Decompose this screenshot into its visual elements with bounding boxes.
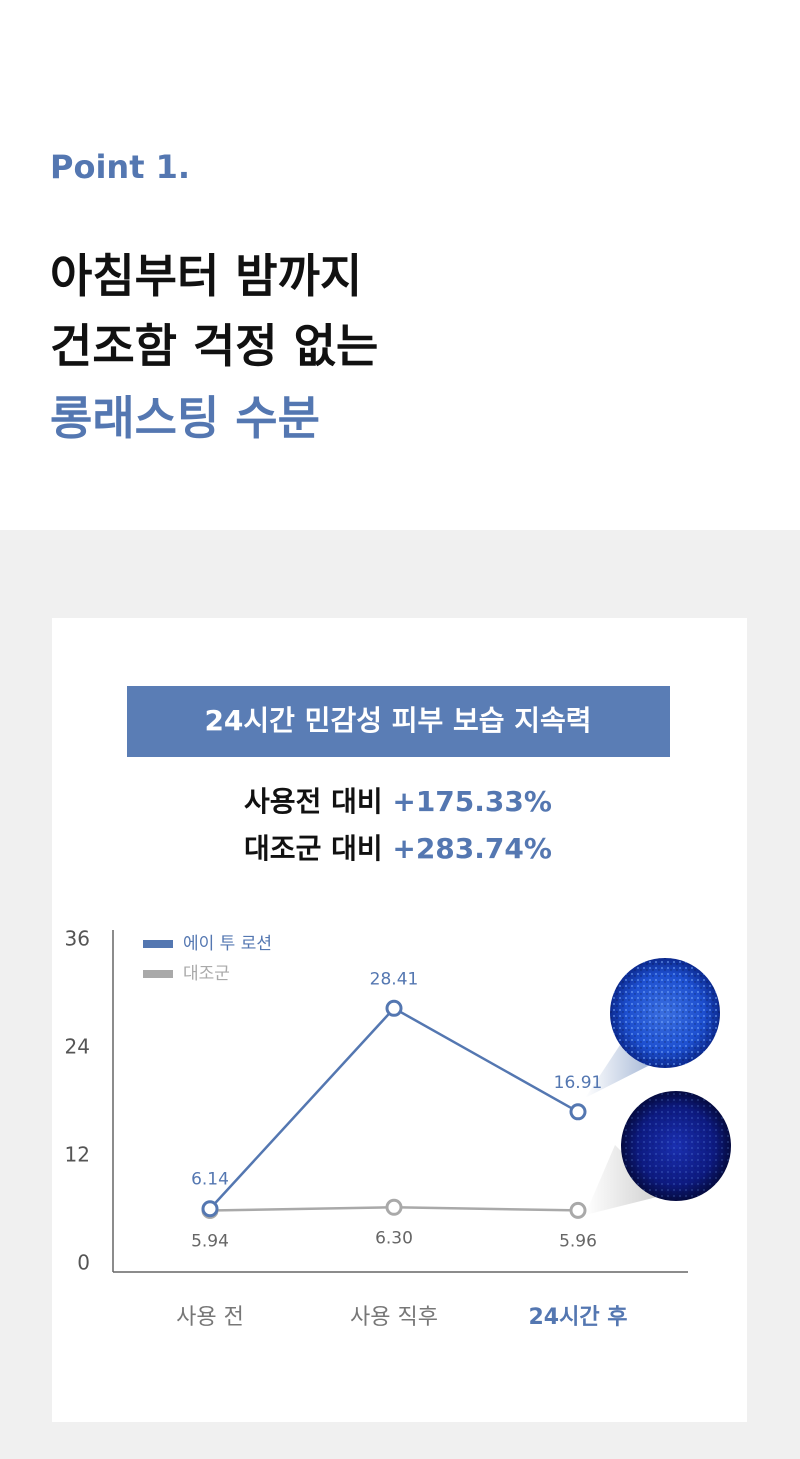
y-tick-label: 24: [65, 1035, 90, 1059]
point-label: Point 1.: [50, 148, 191, 186]
legend-swatch: [143, 970, 173, 978]
annotation: 대조군 대비 +283.74%: [244, 832, 552, 865]
value-label: 6.30: [375, 1228, 413, 1248]
value-label: 28.41: [370, 969, 419, 989]
headline: 아침부터 밤까지: [50, 249, 363, 303]
value-label: 16.91: [554, 1073, 603, 1093]
point: [569, 1201, 587, 1219]
annotation-value: +283.74%: [392, 832, 552, 865]
value-label: 5.96: [559, 1231, 597, 1251]
annotation-label: 대조군 대비: [244, 832, 383, 865]
title-box: [127, 686, 670, 757]
header: Point 1. 아침부터 밤까지 건조함 걱정 없는 롱래스팅 수분: [0, 0, 800, 530]
x-tick-label: 사용 전: [176, 1305, 244, 1330]
point: [385, 1198, 403, 1216]
legend-label: 대조군: [183, 964, 230, 984]
legend-label: 에이 투 로션: [183, 934, 272, 954]
value-label: 6.14: [191, 1170, 229, 1190]
point: [569, 1103, 587, 1121]
point: [385, 999, 403, 1017]
y-tick-label: 0: [77, 1251, 90, 1275]
x-tick-label: 24시간 후: [529, 1305, 628, 1330]
chart-title: 24시간 민감성 피부 보습 지속력: [204, 704, 591, 737]
annotation: 사용전 대비 +175.33%: [244, 785, 552, 818]
headline-highlight: 롱래스팅 수분: [50, 391, 320, 445]
headline: 건조함 걱정 없는: [50, 319, 379, 373]
legend-swatch: [143, 940, 173, 948]
skin-texture: [610, 958, 720, 1068]
zoom-cone: [585, 1145, 665, 1215]
annotation-label: 사용전 대비: [244, 785, 383, 818]
annotation-value: +175.33%: [392, 785, 552, 818]
point: [201, 1200, 219, 1218]
skin-texture: [621, 1091, 731, 1201]
y-tick-label: 36: [65, 927, 90, 951]
value-label: 5.94: [191, 1232, 229, 1252]
x-tick-label: 사용 직후: [350, 1305, 438, 1330]
y-tick-label: 12: [65, 1143, 90, 1167]
